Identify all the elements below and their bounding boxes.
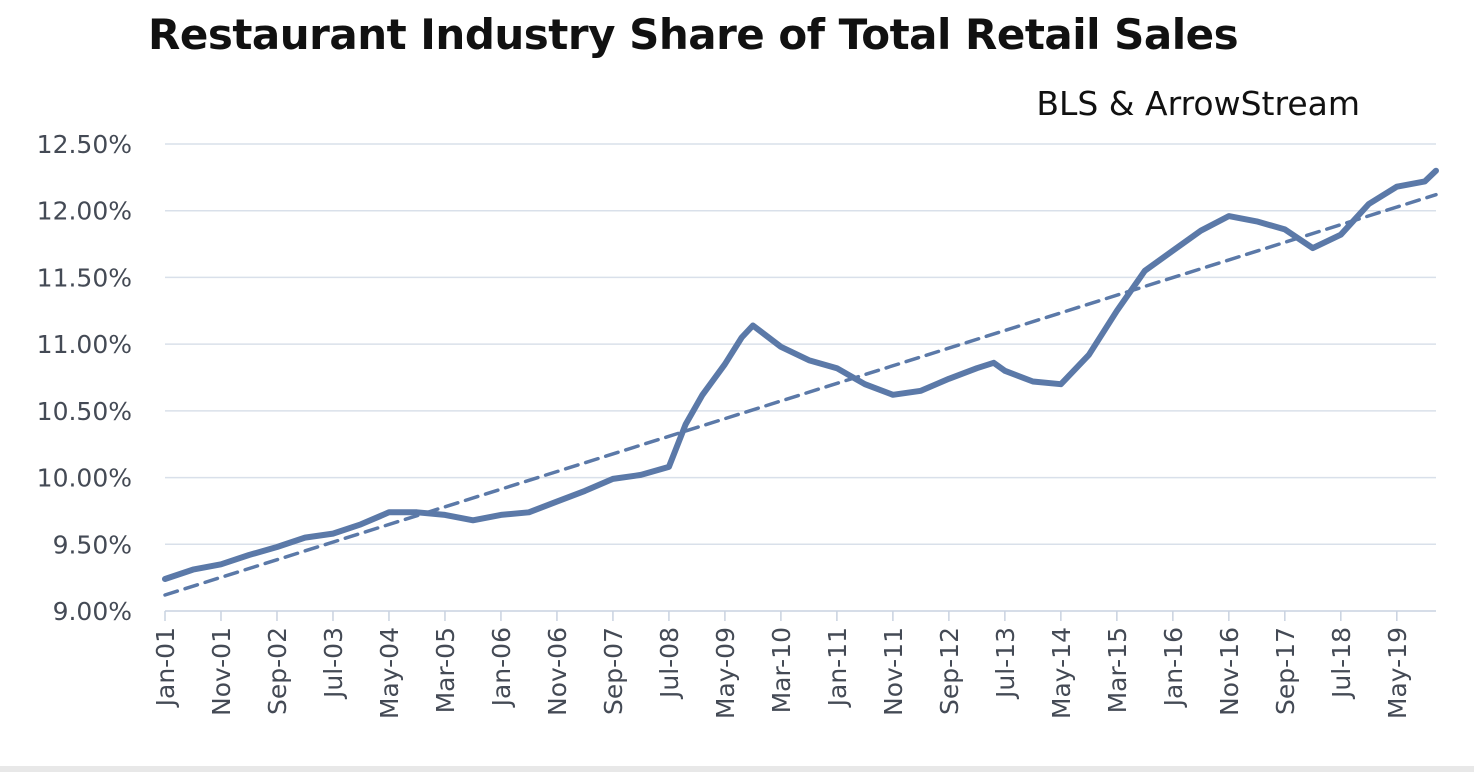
x-tick-label: Nov-11 xyxy=(879,627,908,716)
x-tick-label: Mar-15 xyxy=(1103,627,1132,713)
series-line xyxy=(162,167,1439,582)
chart-subtitle: BLS & ArrowStream xyxy=(1036,84,1360,123)
x-tick-label: Mar-10 xyxy=(767,627,796,713)
x-tick-label: Sep-02 xyxy=(263,627,292,715)
x-tick-label: Nov-01 xyxy=(207,627,236,716)
y-tick-label: 12.50% xyxy=(37,130,132,159)
x-tick-label: Sep-17 xyxy=(1271,627,1300,715)
y-tick-label: 9.50% xyxy=(53,530,132,559)
y-tick-label: 12.00% xyxy=(37,197,132,226)
y-tick-label: 9.00% xyxy=(53,597,132,626)
trend-line xyxy=(163,192,1438,597)
chart-title: Restaurant Industry Share of Total Retai… xyxy=(148,10,1239,59)
x-tick-label: Jul-18 xyxy=(1327,627,1356,700)
x-tick-label: Mar-05 xyxy=(431,627,460,713)
x-tick-label: May-04 xyxy=(375,627,404,719)
x-tick-label: Jan-16 xyxy=(1159,627,1188,708)
x-tick-label: Jan-06 xyxy=(487,627,516,708)
x-tick-label: Jul-13 xyxy=(991,627,1020,700)
x-tick-label: Sep-07 xyxy=(599,627,628,715)
x-tick-label: May-14 xyxy=(1047,627,1076,719)
y-tick-label: 11.00% xyxy=(37,330,132,359)
y-tick-label: 11.50% xyxy=(37,263,132,292)
x-tick-label: May-19 xyxy=(1383,627,1412,719)
bottom-divider xyxy=(0,766,1474,772)
x-tick-label: Jan-11 xyxy=(823,627,852,708)
y-tick-label: 10.00% xyxy=(37,464,132,493)
x-tick-label: Jul-03 xyxy=(319,627,348,700)
x-tick-label: Sep-12 xyxy=(935,627,964,715)
x-tick-label: May-09 xyxy=(711,627,740,719)
y-tick-label: 10.50% xyxy=(37,397,132,426)
x-tick-label: Nov-16 xyxy=(1215,627,1244,716)
x-tick-label: Nov-06 xyxy=(543,627,572,716)
x-tick-label: Jul-08 xyxy=(655,627,684,700)
x-tick-label: Jan-01 xyxy=(151,627,180,708)
